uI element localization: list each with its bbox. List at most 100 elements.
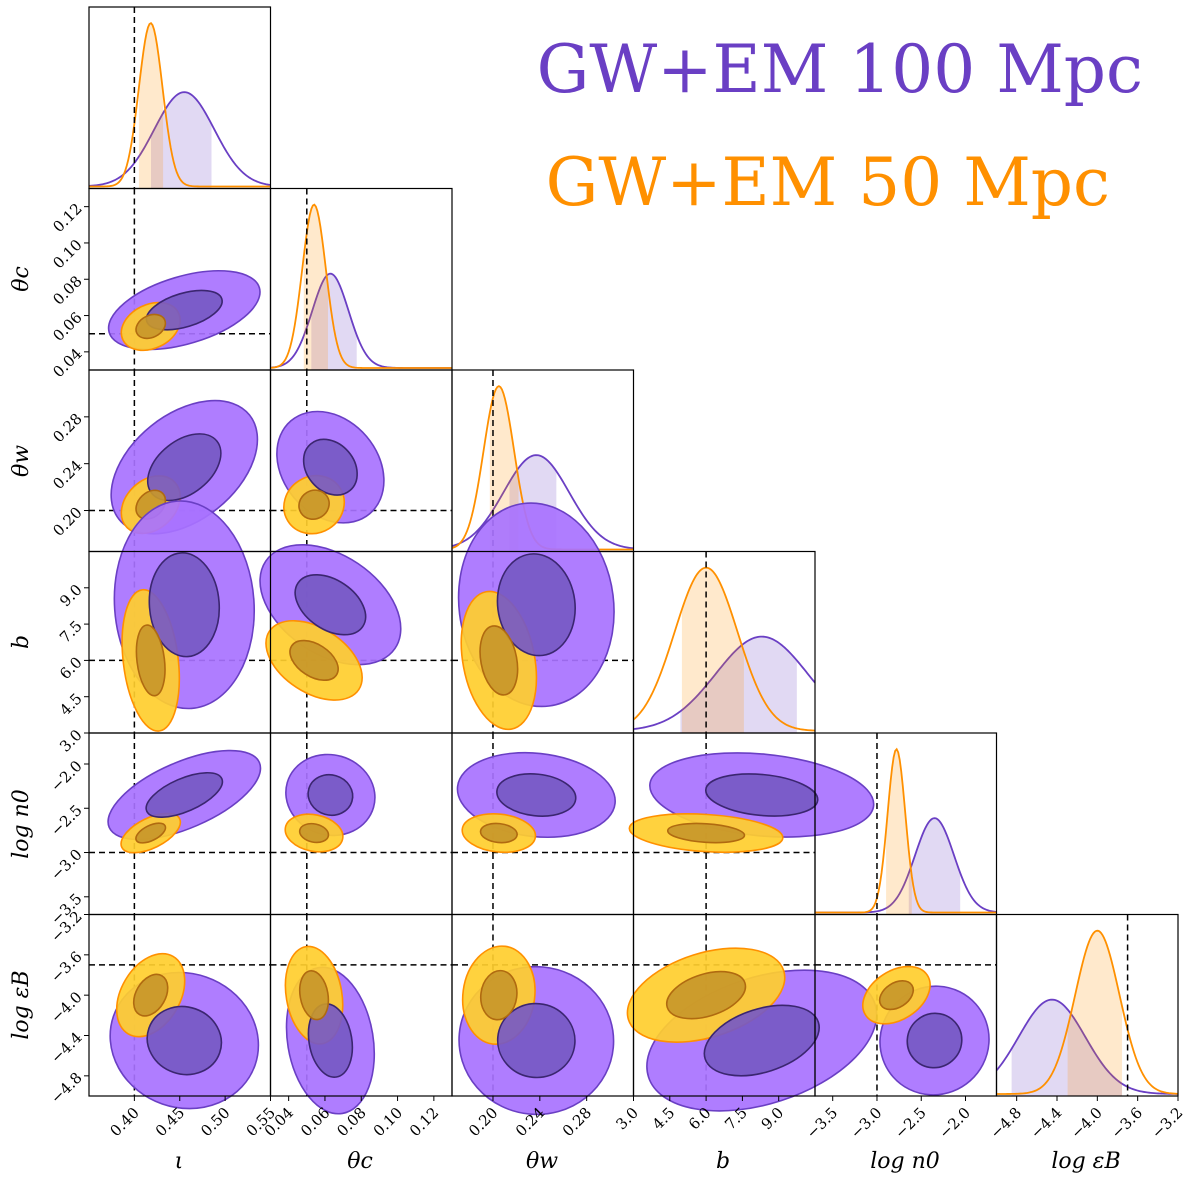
x-tick-label: 0.10 [370,1104,406,1140]
x-tick-label: 4.5 [649,1104,679,1134]
y-tick-label: −3.0 [47,845,85,883]
contour-inner-2 [132,973,169,1017]
x-tick-label: 0.12 [406,1104,442,1140]
panel-theta_c-vs-theta_c [270,188,452,370]
marginal-curve-1 [89,91,271,187]
x-label-theta-c: θc [347,1149,373,1174]
y-tick-label: 0.08 [49,272,85,308]
y-tick-label: 6.0 [56,653,86,683]
marginal-interval-2 [886,749,912,915]
marginal-interval-2 [138,23,164,189]
y-tick-label: −4.0 [47,988,85,1026]
marginal-interval-1 [680,636,797,733]
panel-log_epsB-vs-log_epsB [996,914,1178,1096]
x-tick-label: −4.4 [1027,1104,1065,1142]
contour-inner-1 [307,773,354,817]
y-label-theta-c: θc [9,266,34,292]
marginal-interval-2 [681,567,744,733]
marginal-curve-1 [633,635,815,730]
panel-frame [995,913,1179,1097]
contour-inner-2 [135,313,167,340]
marginal-curve-2 [89,22,271,188]
x-label-b: b [716,1149,730,1174]
y-tick-label: −2.0 [47,757,85,795]
contour-inner-1 [496,773,577,817]
x-tick-label: −4.8 [987,1104,1025,1142]
x-tick-label: −3.5 [803,1104,841,1142]
y-tick-label: 7.5 [56,617,86,647]
contour-inner-1 [302,438,358,496]
legend-series-2: GW+EM 50 Mpc [546,144,1110,221]
contour-inner-1 [146,1005,223,1076]
y-tick-label: −4.4 [47,1028,85,1066]
y-label-b: b [9,635,34,649]
x-tick-label: 0.50 [197,1104,233,1140]
y-tick-label: 0.04 [49,345,85,381]
contour-inner-2 [298,969,330,1021]
contour-inner-2 [479,625,519,696]
y-tick-label: 0.10 [49,236,85,272]
contour-inner-2 [298,822,330,844]
x-tick-label: 3.0 [612,1104,642,1134]
y-label-theta-w: θw [9,445,34,477]
contour-inner-1 [906,1012,963,1069]
contour-inner-2 [665,970,747,1020]
contour-inner-2 [135,822,167,844]
y-tick-label: 0.12 [49,200,85,236]
y-label-log-epsB: log εB [9,970,34,1039]
marginal-curve-2 [270,203,452,369]
y-label-log-n0: log n0 [9,789,34,859]
contour-inner-1 [704,773,819,817]
marginal-curve-1 [452,454,634,550]
x-tick-label: −3.2 [1148,1104,1186,1142]
contour-inner-1 [496,553,576,657]
y-tick-label: 9.0 [56,581,86,611]
contour-inner-2 [289,639,339,682]
contour-inner-1 [496,1002,576,1079]
y-tick-label: −4.8 [47,1069,85,1107]
y-tick-label: −2.5 [47,801,85,839]
y-tick-label: 0.20 [49,503,85,539]
y-tick-label: −3.6 [47,948,85,986]
x-tick-label: 9.0 [758,1104,788,1134]
x-tick-label: −4.0 [1067,1104,1105,1142]
marginal-curve-1 [270,272,452,369]
marginal-curve-2 [815,747,997,914]
marginal-curve-1 [996,998,1178,1095]
x-label-iota: ι [175,1149,184,1174]
x-tick-label: −3.6 [1108,1104,1146,1142]
contour-inner-1 [703,1004,820,1077]
marginal-curve-2 [996,929,1178,1095]
marginal-curve-2 [633,566,815,732]
x-tick-label: −2.5 [891,1104,929,1142]
contour-inner-1 [294,573,367,636]
panel-frame [269,187,453,371]
contour-inner-1 [148,552,221,658]
x-tick-label: −2.0 [936,1104,974,1142]
contour-inner-2 [479,969,518,1021]
contour-inner-1 [145,771,224,818]
y-tick-label: 3.0 [56,726,86,756]
x-tick-label: 0.20 [465,1104,501,1140]
marginal-interval-2 [1067,930,1123,1096]
x-tick-label: −3.0 [847,1104,885,1142]
contour-inner-2 [298,489,330,520]
panel-log_n0-vs-log_n0 [815,733,997,915]
contour-inner-2 [479,822,518,844]
marginal-interval-1 [311,273,357,370]
y-tick-label: 4.5 [56,690,86,720]
y-tick-label: 0.28 [49,410,85,446]
contour-inner-2 [666,822,746,844]
x-tick-label: 0.40 [107,1104,143,1140]
y-tick-label: 0.24 [49,457,85,493]
x-label-log-epsB: log εB [1051,1149,1120,1174]
y-tick-label: 0.06 [49,308,85,344]
marginal-interval-1 [908,818,961,915]
panel-iota-vs-iota [89,7,271,189]
panel-b-vs-b [633,551,815,733]
marginal-interval-1 [1011,999,1123,1096]
x-label-theta-w: θw [526,1149,558,1174]
contour-inner-2 [135,624,166,697]
legend-series-1: GW+EM 100 Mpc [537,31,1143,108]
